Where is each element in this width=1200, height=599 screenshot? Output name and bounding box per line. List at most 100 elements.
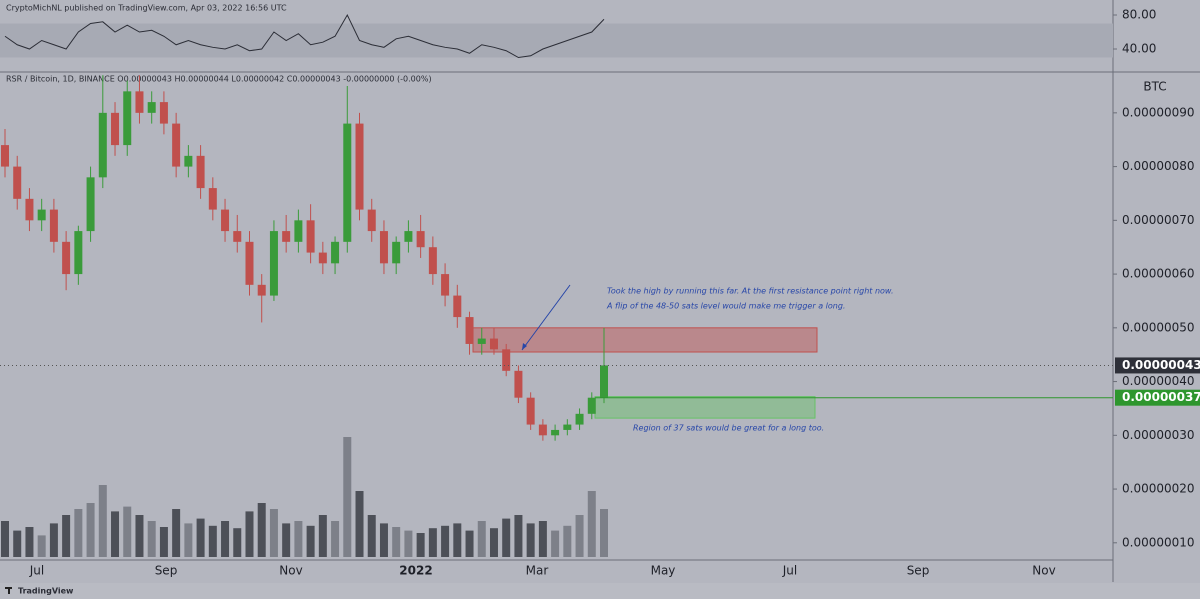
symbol-line: RSR / Bitcoin, 1D, BINANCE O0.00000043 H… <box>6 75 432 84</box>
y-tick-label: 0.00000030 <box>1122 428 1195 442</box>
y-tick-label: 0.00000050 <box>1122 320 1195 334</box>
zone <box>594 396 816 419</box>
x-tick-label: Nov <box>279 564 302 578</box>
candle-body <box>147 102 156 113</box>
volume-bar <box>245 511 254 557</box>
volume-bar <box>86 503 95 557</box>
arrow <box>521 284 571 351</box>
volume-bar <box>331 521 340 557</box>
candle-body <box>208 188 217 210</box>
x-tick-label: 2022 <box>399 564 432 578</box>
volume-bar <box>551 530 560 557</box>
candle-body <box>184 155 193 167</box>
volume-bar <box>477 521 486 557</box>
rsi-band <box>0 23 1113 58</box>
candle-body <box>477 338 486 344</box>
volume-bar <box>575 515 584 557</box>
volume-bar <box>502 518 511 557</box>
candle-body <box>74 231 83 275</box>
annotation: Region of 37 sats would be great for a l… <box>633 424 824 433</box>
candle-body <box>1 145 9 167</box>
publisher: CryptoMichNL published on TradingView.co… <box>6 4 287 13</box>
candle-body <box>428 247 437 275</box>
volume-bar <box>233 528 242 557</box>
candle-body <box>86 177 95 232</box>
volume-bar <box>123 506 132 557</box>
rsi-tick-label: 80.00 <box>1122 8 1156 22</box>
volume-bar <box>98 485 107 557</box>
candle-body <box>245 241 254 285</box>
candle-body <box>282 231 291 242</box>
volume-bar <box>13 530 22 557</box>
volume-bar <box>221 521 230 557</box>
volume-bar <box>196 518 205 557</box>
currency: BTC <box>1143 80 1166 94</box>
volume-bar <box>282 523 291 557</box>
candle-body <box>196 155 205 189</box>
volume-bar <box>62 515 71 557</box>
x-tick-label: May <box>651 564 676 578</box>
volume-bar <box>514 515 523 557</box>
candle-body <box>306 220 315 253</box>
candle-body <box>221 209 230 232</box>
candle-body <box>111 112 120 146</box>
last-price-box <box>1115 357 1200 374</box>
y-tick-label: 0.00000090 <box>1122 105 1195 119</box>
arrow-head <box>522 343 527 350</box>
candle-body <box>575 413 584 425</box>
volume-bar <box>538 521 547 557</box>
y-tick-label: 0.00000070 <box>1122 213 1195 227</box>
candle-body <box>343 123 352 242</box>
candle-body <box>318 252 327 264</box>
candle-body <box>563 424 572 430</box>
volume-bar <box>404 530 413 557</box>
candle-body <box>453 295 462 318</box>
x-tick-label: Jul <box>782 564 797 578</box>
candle-body <box>331 241 340 264</box>
volume-bar <box>367 515 376 557</box>
x-tick-label: Jul <box>29 564 44 578</box>
y-tick-label: 0.00000020 <box>1122 482 1195 496</box>
volume-bar <box>392 527 401 557</box>
y-tick-label: 0.00000040 <box>1122 374 1195 388</box>
annotation: A flip of the 48-50 sats level would mak… <box>606 302 845 311</box>
candle-body <box>465 317 474 344</box>
candle-body <box>98 112 107 178</box>
zone <box>472 327 818 353</box>
footer <box>0 583 1200 599</box>
volume-bar <box>37 535 46 557</box>
candle-body <box>159 102 168 124</box>
volume-bar <box>428 528 437 557</box>
candle-body <box>172 123 181 167</box>
candle-body <box>37 209 46 221</box>
volume-bar <box>111 511 120 557</box>
last-price-label: 0.00000043 <box>1122 358 1200 372</box>
volume-bar <box>587 491 596 557</box>
x-tick-label: Nov <box>1032 564 1055 578</box>
volume-bar <box>257 503 266 557</box>
candle-body <box>526 397 535 425</box>
volume-bar <box>147 521 156 557</box>
volume-bar <box>294 521 303 557</box>
annotation: Took the high by running this far. At th… <box>607 287 893 296</box>
candle-body <box>294 220 303 242</box>
candle-body <box>367 209 376 232</box>
candle-body <box>489 338 498 350</box>
volume-bar <box>600 509 608 557</box>
candle-body <box>538 424 547 436</box>
volume-bar <box>1 521 9 557</box>
volume-bar <box>172 509 181 557</box>
volume-bar <box>184 523 193 557</box>
candle-body <box>587 397 596 414</box>
volume-bar <box>159 527 168 557</box>
candle-body <box>233 231 242 242</box>
volume-bar <box>318 515 327 557</box>
candle-body <box>600 365 608 398</box>
candle-body <box>551 429 560 436</box>
rsi-line <box>4 13 605 59</box>
volume-bar <box>306 525 315 557</box>
x-tick-label: Sep <box>155 564 178 578</box>
volume-bar <box>269 509 278 557</box>
candle-body <box>379 231 388 264</box>
